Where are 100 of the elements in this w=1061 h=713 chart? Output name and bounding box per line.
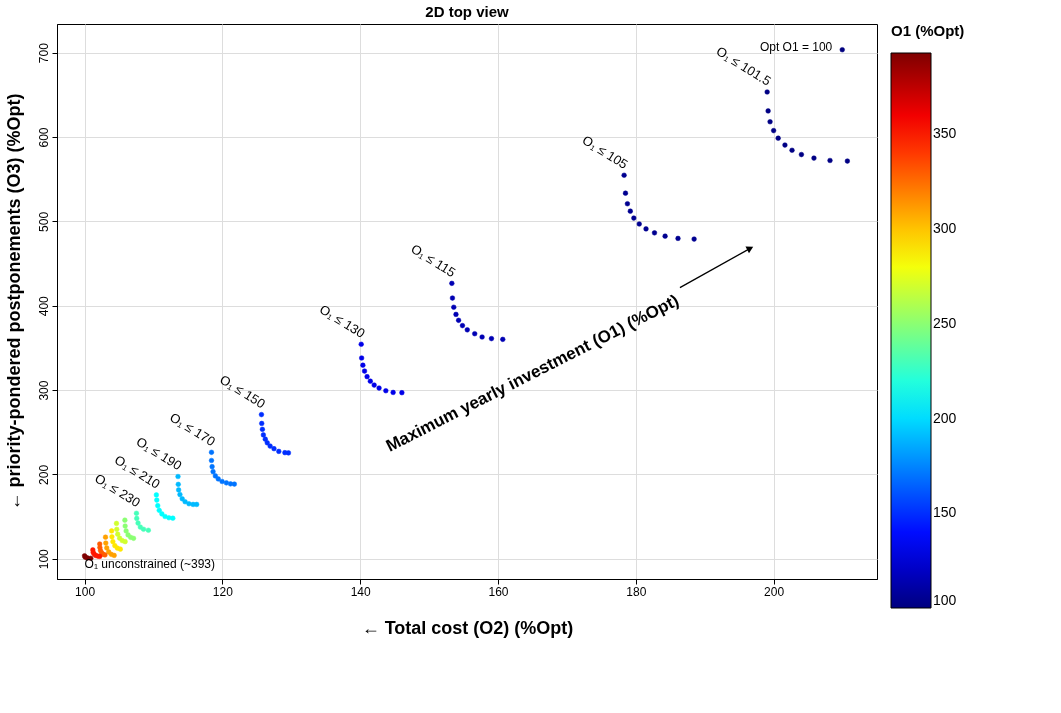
point: [839, 47, 845, 53]
y-tick-label: 400: [36, 295, 51, 317]
point: [360, 362, 366, 368]
annotation: Opt O1 = 100: [759, 39, 833, 54]
x-tick-label: 200: [764, 584, 785, 599]
point: [276, 448, 282, 454]
point: [771, 128, 777, 134]
point: [262, 436, 268, 442]
point: [145, 527, 151, 533]
point: [210, 469, 216, 475]
point: [383, 388, 389, 394]
point: [811, 155, 817, 161]
point: [156, 507, 162, 513]
y-tick-label: 700: [36, 42, 51, 64]
point: [367, 378, 373, 384]
point: [390, 389, 396, 396]
point: [113, 520, 120, 527]
point: [170, 515, 176, 521]
point: [765, 108, 771, 114]
point: [488, 336, 495, 342]
point: [282, 450, 288, 456]
point: [122, 539, 128, 545]
point: [691, 236, 697, 242]
point: [364, 374, 370, 380]
point: [453, 311, 459, 317]
point: [223, 480, 229, 486]
point: [153, 492, 159, 498]
point: [109, 528, 115, 534]
point: [624, 201, 631, 207]
point: [97, 541, 103, 547]
point: [125, 532, 131, 538]
point: [122, 517, 128, 523]
point: [190, 501, 196, 508]
point: [464, 327, 470, 333]
point: [376, 385, 382, 391]
point: [175, 473, 181, 480]
point: [827, 157, 833, 164]
point: [259, 420, 265, 427]
point: [260, 432, 266, 438]
color-bar-label: 250: [933, 314, 957, 331]
annotation: O₁ ≤ 115: [408, 241, 459, 281]
point: [212, 473, 218, 479]
point: [155, 503, 161, 509]
x-tick-label: 160: [488, 584, 509, 599]
point: [789, 147, 795, 153]
point: [119, 538, 125, 544]
point: [361, 368, 368, 374]
point: [208, 449, 215, 455]
point: [459, 323, 466, 329]
annotation: O₁ unconstrained (~393): [84, 556, 216, 571]
point: [358, 341, 364, 347]
point: [231, 481, 237, 487]
point: [128, 534, 134, 540]
point: [285, 450, 292, 456]
point: [194, 501, 200, 508]
color-bar-label: 350: [933, 125, 957, 142]
point: [782, 142, 788, 148]
point: [122, 523, 128, 529]
color-bar-label: 300: [933, 220, 957, 237]
y-tick-label: 200: [36, 464, 51, 485]
point: [175, 481, 181, 487]
point: [177, 491, 183, 498]
point: [110, 539, 116, 545]
point: [643, 226, 649, 232]
point: [621, 172, 627, 178]
y-tick-label: 300: [36, 380, 51, 401]
point: [137, 524, 143, 530]
point: [130, 535, 137, 541]
point: [359, 355, 365, 361]
point: [134, 515, 140, 522]
point: [102, 534, 109, 540]
point: [399, 390, 405, 396]
point: [114, 526, 120, 532]
point: [258, 412, 265, 418]
point: [133, 510, 140, 516]
point: [140, 526, 147, 532]
point: [767, 119, 773, 125]
point: [631, 215, 637, 221]
point: [219, 478, 225, 485]
point: [179, 496, 185, 502]
point: [371, 382, 377, 388]
point: [764, 89, 770, 95]
point: [662, 233, 668, 239]
x-tick-label: 180: [626, 584, 647, 599]
point: [472, 331, 478, 337]
point: [456, 317, 462, 323]
point: [449, 280, 455, 286]
point: [135, 520, 141, 526]
point: [844, 158, 850, 164]
point: [227, 481, 234, 487]
point: [103, 540, 109, 546]
y-axis-title: ← priority-pondered postponements (O3) (%Opt): [3, 93, 24, 511]
point: [209, 464, 215, 470]
point: [798, 151, 804, 158]
point: [162, 513, 168, 520]
color-bar-label: 200: [933, 409, 957, 426]
point: [451, 304, 457, 310]
x-axis-title: ← Total cost (O2) (%Opt): [361, 617, 574, 638]
chart-title: 2D top view: [425, 3, 509, 20]
point: [479, 334, 485, 340]
